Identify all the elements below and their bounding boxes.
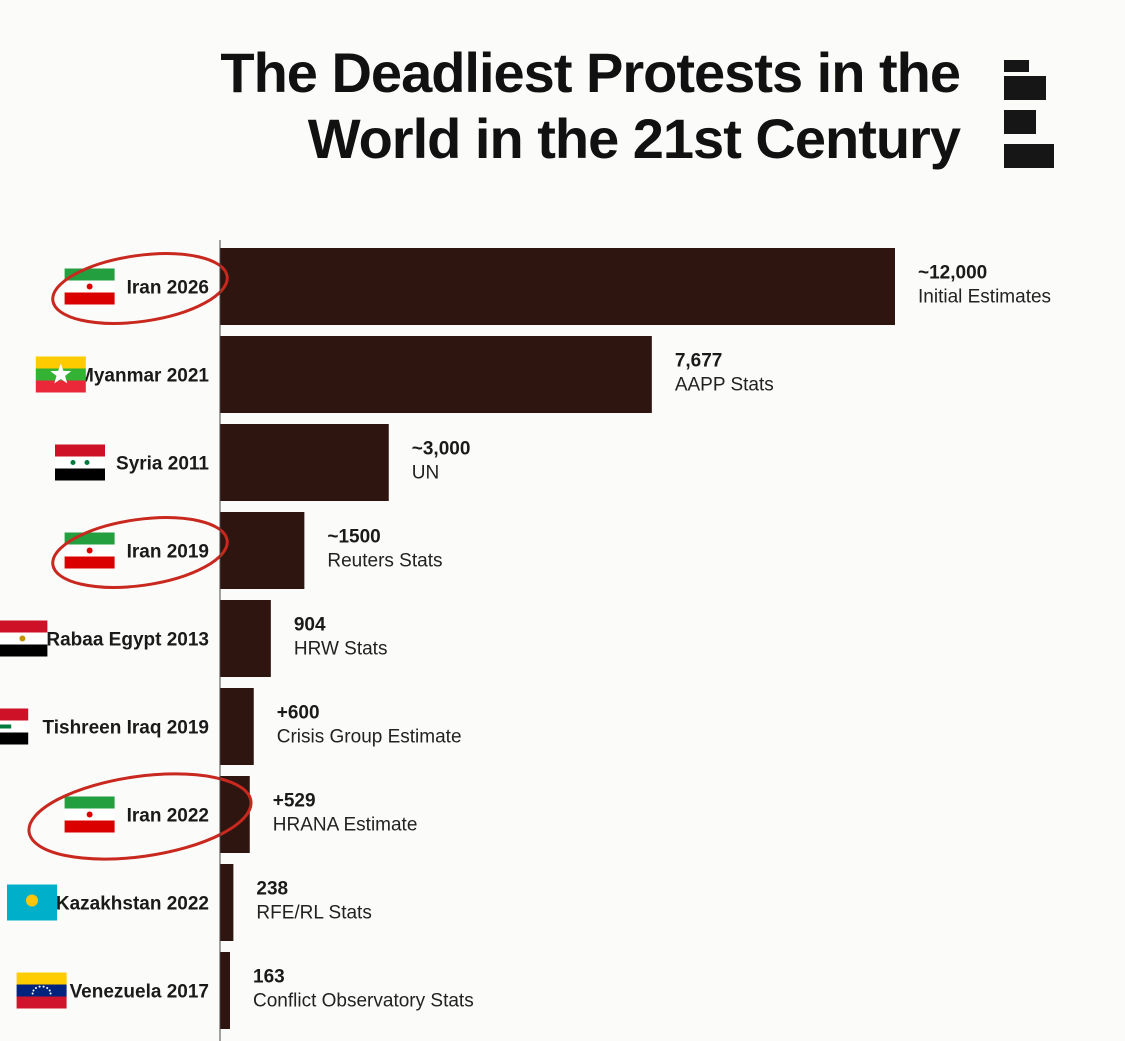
bar-row: Myanmar 2021 7,677 AAPP Stats (35, 336, 774, 413)
source-label: Reuters Stats (327, 551, 442, 572)
flag-band (55, 468, 105, 481)
chart-title: The Deadliest Protests in the World in t… (100, 40, 961, 172)
annotation-circle (51, 516, 229, 589)
flag-star (46, 987, 49, 990)
flag-star (38, 985, 41, 988)
flag-star (31, 992, 34, 995)
category-label: Iran 2026 (127, 278, 209, 299)
flag-band (16, 996, 67, 1009)
category-label: Tishreen Iraq 2019 (42, 718, 209, 739)
flag-emblem (86, 811, 93, 818)
flag-band (35, 356, 86, 369)
flag-band (64, 820, 115, 833)
flag-band (35, 380, 86, 393)
bar (220, 424, 389, 501)
source-label: Crisis Group Estimate (277, 727, 462, 748)
category-label: Iran 2019 (127, 542, 209, 563)
bar (220, 600, 271, 677)
flag-star (42, 985, 45, 988)
flag-emblem (0, 724, 12, 729)
flag-star (70, 460, 76, 465)
flag-emblem (86, 547, 93, 554)
category-label: Rabaa Egypt 2013 (46, 630, 209, 651)
value-label: 904 (294, 615, 326, 636)
flag-emblem (19, 635, 26, 642)
flag-star (48, 989, 51, 992)
bar (220, 864, 234, 941)
value-label: ~1500 (327, 527, 380, 548)
annotation-circle (51, 252, 229, 325)
source-label: RFE/RL Stats (256, 903, 371, 924)
flag-sun (26, 894, 38, 907)
flag-emblem (86, 283, 93, 290)
flag-band (64, 292, 115, 305)
flag-band (64, 556, 115, 569)
bar-row: Iran 2019 ~1500 Reuters Stats (51, 512, 442, 589)
category-label: Myanmar 2021 (78, 366, 209, 387)
bar (220, 336, 652, 413)
flag-star (34, 987, 37, 990)
flag-band (0, 644, 48, 657)
flag-band (55, 456, 105, 469)
bar-row: Syria 2011 ~3,000 UN (55, 424, 470, 501)
flag-band (16, 984, 67, 997)
source-label: HRW Stats (294, 639, 388, 660)
bar-row: Iran 2022 +529 HRANA Estimate (27, 772, 418, 861)
value-label: ~3,000 (412, 439, 471, 460)
flag-band (0, 708, 29, 721)
bar-row: Rabaa Egypt 2013 904 HRW Stats (0, 600, 387, 677)
source-label: Initial Estimates (918, 287, 1051, 308)
flag-star (49, 992, 52, 995)
category-label: Iran 2022 (127, 806, 209, 827)
value-label: 7,677 (675, 351, 723, 372)
category-label: Syria 2011 (116, 454, 209, 475)
source-label: Conflict Observatory Stats (253, 991, 474, 1012)
bar-row: Kazakhstan 2022 238 RFE/RL Stats (7, 864, 372, 941)
bar (220, 688, 254, 765)
category-label: Kazakhstan 2022 (56, 894, 209, 915)
value-label: 238 (256, 879, 288, 900)
value-label: 163 (253, 967, 285, 988)
category-label: Venezuela 2017 (70, 982, 209, 1003)
value-label: +600 (277, 703, 320, 724)
value-label: ~12,000 (918, 263, 987, 284)
annotation-circle (27, 772, 253, 861)
flag-star (50, 363, 72, 384)
flag-band (55, 444, 105, 457)
flag-band (0, 620, 48, 633)
bar-row: Iran 2026 ~12,000 Initial Estimates (51, 248, 1051, 325)
source-label: HRANA Estimate (273, 815, 418, 836)
bar (220, 512, 305, 589)
flag-band (64, 796, 115, 809)
bar (220, 952, 230, 1029)
flag-band (0, 732, 29, 745)
value-label: +529 (273, 791, 316, 812)
source-label: UN (412, 463, 439, 484)
title-line-2: World in the 21st Century (307, 107, 961, 170)
flag-band (16, 972, 67, 985)
source-label: AAPP Stats (675, 375, 774, 396)
flag-star (84, 460, 90, 465)
flag-band (0, 720, 29, 733)
logo-icon (1000, 60, 1060, 180)
bar (220, 248, 895, 325)
bar-row: Venezuela 2017 163 Conflict Observatory St… (16, 952, 474, 1029)
flag-star (32, 989, 35, 992)
title-line-1: The Deadliest Protests in the (220, 41, 961, 104)
bar-row: Tishreen Iraq 2019 +600 Crisis Group Estim… (0, 688, 462, 765)
